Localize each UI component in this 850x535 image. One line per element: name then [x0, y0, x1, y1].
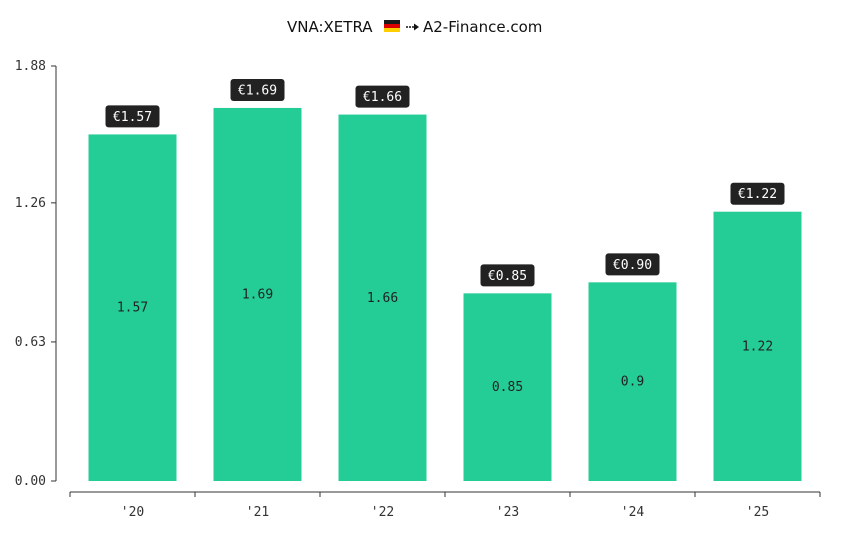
- german-flag-icon: [384, 20, 400, 32]
- price-badge-label: €0.85: [488, 269, 527, 284]
- bar-value-label: 1.22: [742, 339, 773, 354]
- price-badge-background: [730, 182, 785, 205]
- bar-value-label: 1.66: [367, 291, 398, 306]
- x-tick-label: '24: [621, 505, 645, 520]
- price-badge: €0.85: [480, 264, 535, 287]
- price-badge-label: €1.69: [238, 83, 277, 98]
- price-badge-background: [105, 105, 160, 128]
- bar-value-label: 0.85: [492, 380, 523, 395]
- y-axis: 0.00 0.63 1.26 1.88: [15, 59, 57, 489]
- x-axis: '20 '21 '22 '23 '24 '25: [69, 491, 821, 520]
- y-tick-label: 0.00: [15, 474, 46, 489]
- chart-title-ticker: VNA:XETRA: [287, 18, 373, 36]
- price-badge: €1.57: [105, 105, 160, 128]
- price-badge: €1.22: [730, 182, 785, 205]
- price-badge-label: €1.57: [113, 110, 152, 125]
- price-badge-background: [230, 78, 285, 101]
- price-badge: €1.66: [355, 85, 410, 108]
- data-labels: 1.57 €1.57 1.69 €1.69 1.66 €1.66 0.85 €0.85 0.9 €…: [105, 78, 785, 395]
- bar-value-label: 0.9: [621, 375, 644, 390]
- y-tick-label: 1.26: [15, 196, 46, 211]
- price-badge-background: [605, 253, 660, 276]
- y-tick-label: 1.88: [15, 59, 46, 74]
- price-badge: €1.69: [230, 78, 285, 101]
- price-badge-label: €1.22: [738, 187, 777, 202]
- bar: [463, 293, 552, 481]
- chart-title: VNA:XETRA A2-Finance.com: [287, 18, 542, 36]
- price-badge: €0.90: [605, 253, 660, 276]
- bar-value-label: 1.57: [117, 301, 148, 316]
- x-tick-label: '22: [371, 505, 394, 520]
- bar: [588, 282, 677, 481]
- bar-value-label: 1.69: [242, 287, 273, 302]
- x-tick-label: '23: [496, 505, 519, 520]
- bars: [88, 107, 802, 482]
- arrow-right-icon: [406, 23, 419, 31]
- bar: [213, 107, 302, 481]
- y-tick-label: 0.63: [15, 335, 46, 350]
- x-tick-label: '25: [746, 505, 769, 520]
- bar: [88, 134, 177, 481]
- chart-title-source: A2-Finance.com: [423, 18, 542, 36]
- bar: [338, 114, 427, 481]
- price-badge-background: [480, 264, 535, 287]
- price-badge-label: €0.90: [613, 258, 652, 273]
- x-tick-label: '20: [121, 505, 144, 520]
- price-badge-background: [355, 85, 410, 108]
- bar: [713, 211, 802, 482]
- price-badge-label: €1.66: [363, 90, 402, 105]
- x-tick-label: '21: [246, 505, 269, 520]
